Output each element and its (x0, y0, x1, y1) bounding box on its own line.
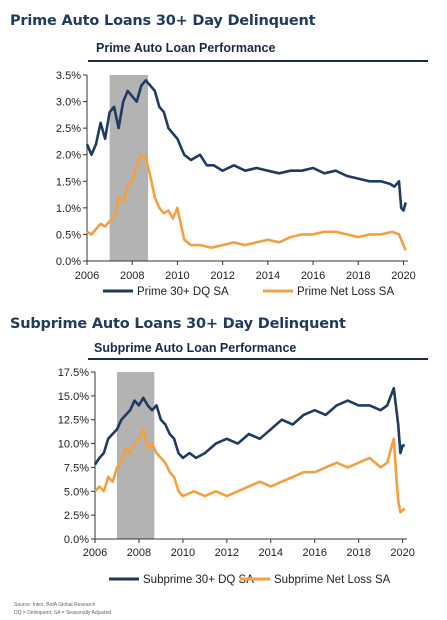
x-tick-label: 2020 (391, 270, 415, 282)
x-tick-label: 2008 (120, 270, 144, 282)
y-tick-label: 7.5% (64, 462, 89, 474)
x-tick-label: 2016 (301, 270, 325, 282)
chart2-plot: 0.0% 2.5% 5.0% 7.5% 10.0% 12.5% 15.0% 17.5% 2006… (58, 367, 415, 586)
recession-shade (109, 75, 149, 261)
series-line-dq (93, 386, 405, 466)
y-tick-label: 15.0% (58, 391, 89, 403)
x-tick-label: 2012 (210, 270, 234, 282)
footnote-abbrev: DQ = Delinquent; SA = Seasonally Adjuste… (14, 610, 112, 616)
x-tick-label: 2016 (302, 547, 326, 559)
y-tick-label: 0.0% (56, 256, 81, 268)
y-tick-label: 0.0% (64, 534, 89, 546)
y-tick-label: 10.0% (58, 439, 89, 451)
x-tick-label: 2018 (346, 270, 370, 282)
y-tick-label: 5.0% (64, 486, 89, 498)
y-tick-label: 0.5% (56, 229, 81, 241)
chart2-title: Subprime Auto Loan Performance (94, 341, 297, 355)
x-tick-label: 2010 (171, 547, 195, 559)
x-tick-label: 2020 (390, 547, 414, 559)
x-tick-label: 2012 (215, 547, 239, 559)
chart1-title: Prime Auto Loan Performance (96, 41, 276, 55)
x-tick-label: 2014 (256, 270, 280, 282)
series-line-net-loss (94, 428, 406, 514)
legend-label: Prime Net Loss SA (297, 286, 394, 298)
x-tick-label: 2010 (165, 270, 189, 282)
y-tick-label: 17.5% (58, 367, 89, 379)
series-line-net-loss (86, 153, 407, 251)
y-tick-label: 12.5% (58, 415, 89, 427)
series-line-dq (85, 79, 407, 212)
chart1-plot: 0.0% 0.5% 1.0% 1.5% 2.0% 2.5% 3.0% 3.5% 2006 2008… (56, 70, 416, 298)
section2-title: Subprime Auto Loans 30+ Day Delinquent (10, 316, 346, 332)
y-tick-label: 2.5% (56, 123, 81, 135)
y-tick-label: 3.0% (56, 97, 81, 109)
legend-label: Prime 30+ DQ SA (137, 286, 229, 298)
section1-title: Prime Auto Loans 30+ Day Delinquent (10, 13, 316, 29)
legend-label: Subprime Net Loss SA (274, 574, 391, 586)
footnote-source: Source: Intex, BofA Global Research (14, 602, 96, 608)
x-tick-label: 2014 (259, 547, 283, 559)
x-tick-label: 2006 (83, 547, 107, 559)
x-tick-label: 2018 (346, 547, 370, 559)
chart2-title-rule (88, 358, 428, 360)
legend-label: Subprime 30+ DQ SA (143, 574, 254, 586)
chart1-title-rule (88, 60, 428, 62)
x-tick-label: 2008 (127, 547, 151, 559)
y-tick-label: 1.5% (56, 176, 81, 188)
x-tick-label: 2006 (75, 270, 99, 282)
y-tick-label: 1.0% (56, 203, 81, 215)
y-tick-label: 2.5% (64, 510, 89, 522)
y-tick-label: 2.0% (56, 150, 81, 162)
y-tick-label: 3.5% (56, 70, 81, 82)
